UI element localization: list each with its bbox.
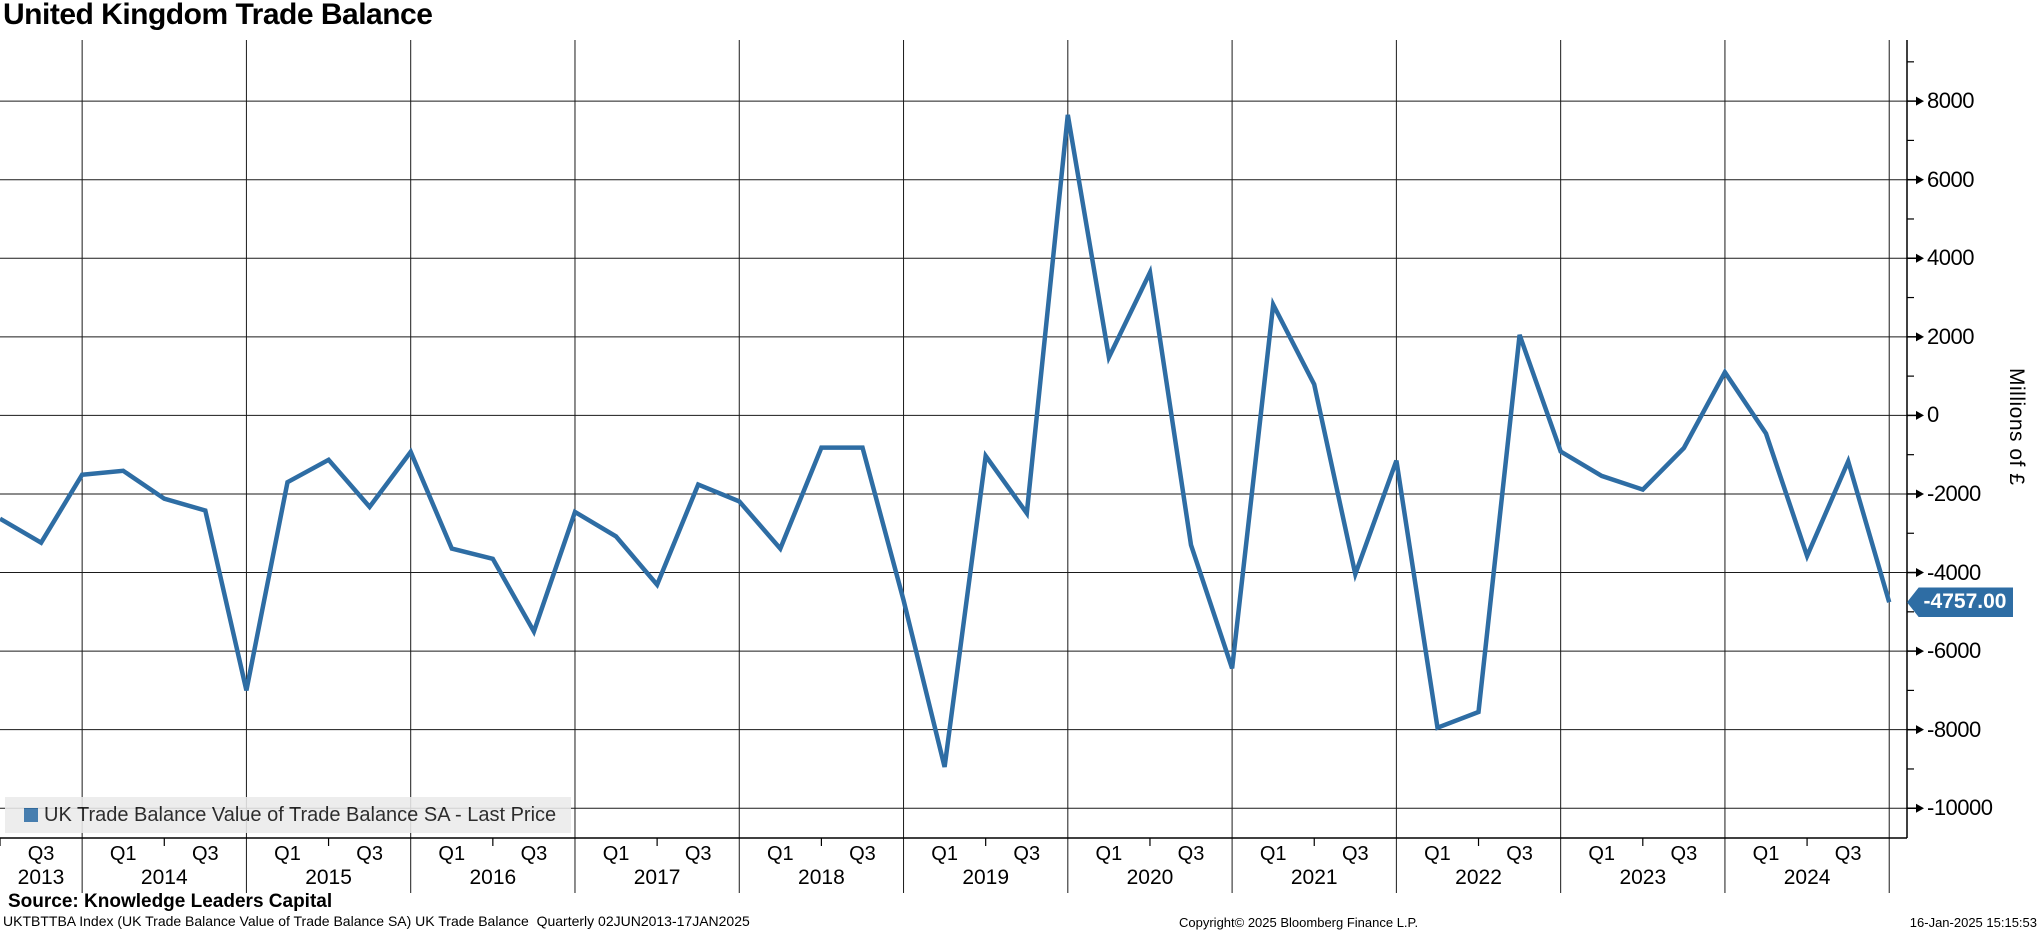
legend[interactable]: UK Trade Balance Value of Trade Balance …: [5, 797, 571, 833]
x-axis-year-label: 2019: [962, 866, 1010, 889]
x-axis-quarter-label: Q1: [602, 843, 630, 865]
y-axis-tick-label: -2000: [1927, 480, 1981, 506]
x-axis-quarter-label: Q1: [1095, 843, 1123, 865]
y-axis-tick-label: 8000: [1927, 88, 1974, 114]
y-axis-tick-label: 4000: [1927, 245, 1974, 271]
x-axis-year-label: 2024: [1783, 866, 1831, 889]
x-axis-quarter-label: Q1: [438, 843, 466, 865]
y-tick-arrow-icon: [1916, 803, 1924, 813]
x-axis-quarter-label: Q1: [1259, 843, 1287, 865]
y-axis-tick-label: -4000: [1927, 559, 1981, 585]
x-axis-quarter-label: Q1: [931, 843, 958, 865]
x-axis-year-label: 2015: [305, 866, 352, 889]
x-axis-quarter-label: Q1: [1424, 843, 1451, 865]
legend-marker-icon: [24, 808, 38, 822]
timestamp: 16-Jan-2025 15:15:53: [1909, 915, 2037, 930]
x-axis-year-label: 2018: [798, 866, 845, 889]
x-axis-year-label: 2023: [1619, 866, 1667, 889]
x-axis-year-label: 2016: [469, 866, 517, 889]
y-tick-arrow-icon: [1916, 253, 1924, 263]
x-axis-year-label: 2021: [1290, 866, 1338, 889]
y-tick-arrow-icon: [1916, 725, 1924, 735]
copyright-text: Copyright© 2025 Bloomberg Finance L.P.: [1179, 915, 1419, 930]
x-axis-year-label: 2022: [1455, 866, 1502, 889]
y-tick-arrow-icon: [1916, 96, 1924, 106]
x-axis-quarter-label: Q3: [1177, 843, 1205, 865]
y-axis-tick-label: -8000: [1927, 716, 1981, 742]
y-axis-title: Millions of £: [2005, 368, 2028, 486]
y-tick-arrow-icon: [1916, 410, 1924, 420]
y-tick-arrow-icon: [1916, 489, 1924, 499]
x-axis-quarter-label: Q3: [356, 843, 383, 865]
x-axis-quarter-label: Q3: [27, 843, 55, 865]
x-axis-year-label: 2020: [1126, 866, 1174, 889]
y-tick-arrow-icon: [1916, 568, 1924, 578]
y-tick-arrow-icon: [1916, 646, 1924, 656]
y-axis-tick-label: -6000: [1927, 638, 1981, 664]
ticker-meta-line: UKTBTTBA Index (UK Trade Balance Value o…: [3, 913, 750, 929]
axes-and-ticks: [0, 40, 1924, 846]
y-axis-tick-label: 0: [1927, 402, 1939, 428]
x-axis-year-label: 2014: [140, 866, 188, 889]
x-axis-quarter-label: Q3: [1834, 843, 1862, 865]
x-axis-quarter-label: Q3: [1341, 843, 1369, 865]
x-axis-quarter-label: Q3: [520, 843, 548, 865]
x-axis-quarter-label: Q3: [1013, 843, 1041, 865]
last-price-badge: -4757.00: [1907, 587, 2013, 617]
page-title: United Kingdom Trade Balance: [3, 0, 433, 31]
x-axis-quarter-label: Q3: [1670, 843, 1698, 865]
y-axis-tick-label: -10000: [1927, 795, 1993, 821]
x-axis-quarter-label: Q3: [849, 843, 876, 865]
x-axis-quarter-label: Q1: [109, 843, 137, 865]
legend-label: UK Trade Balance Value of Trade Balance …: [44, 803, 557, 826]
x-axis-quarter-label: Q1: [1752, 843, 1780, 865]
x-axis-quarter-label: Q3: [1506, 843, 1533, 865]
x-axis-year-label: 2013: [17, 866, 65, 889]
y-axis-tick-label: 2000: [1927, 323, 1974, 349]
trade-balance-line[interactable]: [0, 114, 1892, 768]
x-axis-quarter-label: Q1: [766, 843, 794, 865]
x-axis-quarter-label: Q3: [192, 843, 219, 865]
y-axis-tick-label: 6000: [1927, 166, 1974, 192]
x-axis-year-label: 2017: [633, 866, 681, 889]
x-axis-quarter-label: Q1: [1588, 843, 1616, 865]
y-tick-arrow-icon: [1916, 175, 1924, 185]
gridlines: [0, 40, 1907, 893]
y-tick-arrow-icon: [1916, 332, 1924, 342]
x-axis-quarter-label: Q1: [274, 843, 301, 865]
source-line: Source: Knowledge Leaders Capital: [8, 891, 333, 912]
x-axis-quarter-label: Q3: [684, 843, 712, 865]
